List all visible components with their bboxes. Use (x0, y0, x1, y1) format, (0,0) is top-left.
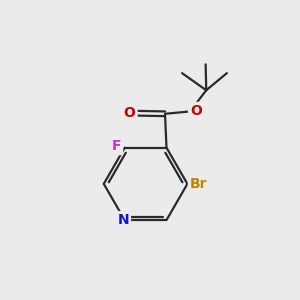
Text: Br: Br (190, 177, 207, 191)
Text: O: O (190, 104, 202, 118)
Text: N: N (117, 213, 129, 227)
Text: F: F (112, 139, 121, 153)
Text: O: O (124, 106, 136, 120)
